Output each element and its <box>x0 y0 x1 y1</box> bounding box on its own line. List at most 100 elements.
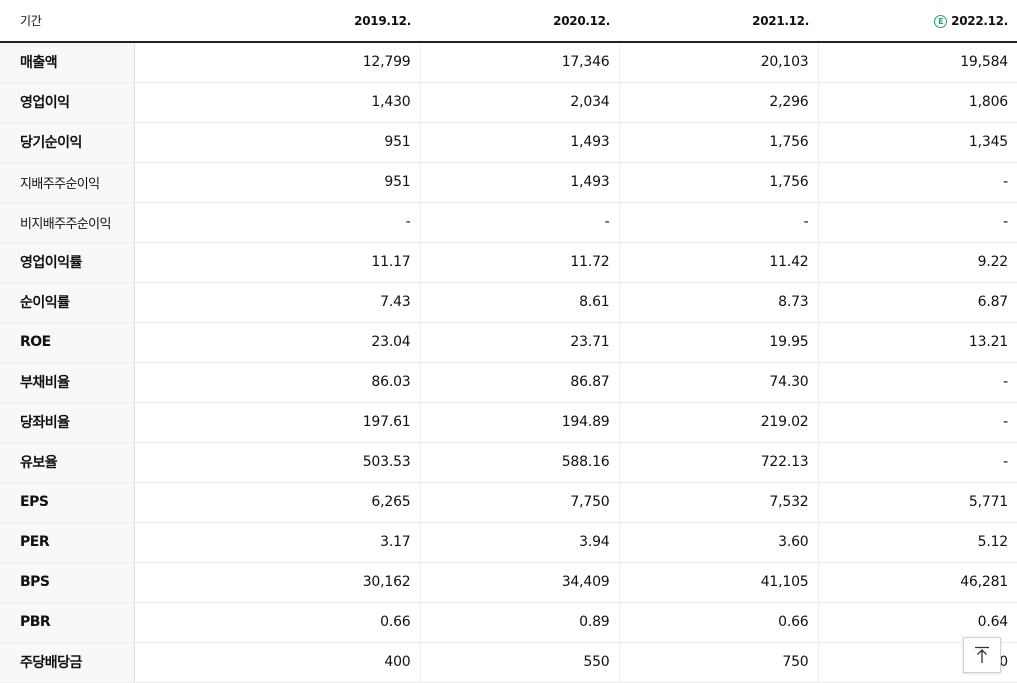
cell-value: 11.42 <box>618 241 818 283</box>
row-label: 당기순이익 <box>0 122 135 163</box>
cell-value: 23.04 <box>134 322 420 363</box>
table-row: 비지배주주순이익 - - - - <box>0 202 1017 243</box>
row-label: PBR <box>0 602 135 643</box>
row-label: EPS <box>0 481 135 523</box>
table-row: 주당배당금 400 550 750 0 <box>0 641 1017 683</box>
arrow-up-to-line-icon <box>975 646 989 663</box>
table-row: 부채비율 86.03 86.87 74.30 - <box>0 361 1017 403</box>
cell-value: 0.89 <box>419 602 619 643</box>
cell-value: 74.30 <box>618 361 818 403</box>
cell-value: 30,162 <box>134 562 420 603</box>
cell-value: 2,034 <box>419 82 619 123</box>
row-label: 매출액 <box>0 42 135 83</box>
cell-value: 2,296 <box>618 82 818 123</box>
year-header-2021: 2021.12. <box>619 0 818 43</box>
row-label: 순이익률 <box>0 282 135 323</box>
cell-value: 13.21 <box>817 322 1017 363</box>
cell-value: - <box>817 402 1017 443</box>
cell-value: 17,346 <box>419 42 619 83</box>
cell-value: 8.73 <box>618 282 818 323</box>
cell-value: 400 <box>134 641 420 683</box>
cell-value: 1,493 <box>419 162 619 203</box>
scroll-to-top-button[interactable] <box>963 637 1001 673</box>
cell-value: 0.66 <box>618 602 818 643</box>
cell-value: 5,771 <box>817 481 1017 523</box>
cell-value: 19,584 <box>817 42 1017 83</box>
table-body: 매출액 12,799 17,346 20,103 19,584 영업이익 1,4… <box>0 42 1017 683</box>
cell-value: 86.87 <box>419 361 619 403</box>
cell-value: 41,105 <box>618 562 818 603</box>
row-label: 부채비율 <box>0 361 135 403</box>
year-header-2022-estimate: E 2022.12. <box>818 0 1017 43</box>
cell-value: 1,430 <box>134 82 420 123</box>
cell-value: 3.17 <box>134 522 420 563</box>
year-header-2019: 2019.12. <box>134 0 420 43</box>
year-header-2020: 2020.12. <box>420 0 619 43</box>
cell-value: - <box>134 202 420 243</box>
cell-value: 588.16 <box>419 442 619 483</box>
cell-value: 3.60 <box>618 522 818 563</box>
year-header-2022-label: 2022.12. <box>951 13 1008 28</box>
cell-value: - <box>817 202 1017 243</box>
table-row: 순이익률 7.43 8.61 8.73 6.87 <box>0 282 1017 323</box>
cell-value: 86.03 <box>134 361 420 403</box>
table-row: 지배주주순이익 951 1,493 1,756 - <box>0 162 1017 203</box>
row-label: 영업이익 <box>0 82 135 123</box>
cell-value: 7.43 <box>134 282 420 323</box>
cell-value: 9.22 <box>817 241 1017 283</box>
cell-value: 1,756 <box>618 122 818 163</box>
cell-value: - <box>817 361 1017 403</box>
cell-value: 503.53 <box>134 442 420 483</box>
table-row: PBR 0.66 0.89 0.66 0.64 <box>0 602 1017 643</box>
cell-value: 34,409 <box>419 562 619 603</box>
table-row: BPS 30,162 34,409 41,105 46,281 <box>0 562 1017 603</box>
cell-value: - <box>618 202 818 243</box>
cell-value: 197.61 <box>134 402 420 443</box>
cell-value: 23.71 <box>419 322 619 363</box>
cell-value: 11.72 <box>419 241 619 283</box>
table-row: 영업이익 1,430 2,034 2,296 1,806 <box>0 82 1017 123</box>
cell-value: 1,345 <box>817 122 1017 163</box>
table-row: 당좌비율 197.61 194.89 219.02 - <box>0 402 1017 443</box>
table-row: PER 3.17 3.94 3.60 5.12 <box>0 522 1017 563</box>
row-label: 영업이익률 <box>0 241 135 283</box>
cell-value: 0.64 <box>817 602 1017 643</box>
cell-value: 19.95 <box>618 322 818 363</box>
row-label: ROE <box>0 322 135 363</box>
table-row: 당기순이익 951 1,493 1,756 1,345 <box>0 122 1017 163</box>
period-header: 기간 <box>0 0 134 43</box>
table-header: 기간 2019.12. 2020.12. 2021.12. E 2022.12. <box>0 0 1017 43</box>
row-label: 비지배주주순이익 <box>0 202 135 243</box>
cell-value: 20,103 <box>618 42 818 83</box>
cell-value: 1,493 <box>419 122 619 163</box>
cell-value: 194.89 <box>419 402 619 443</box>
row-label: 당좌비율 <box>0 402 135 443</box>
cell-value: 8.61 <box>419 282 619 323</box>
table-row: 매출액 12,799 17,346 20,103 19,584 <box>0 42 1017 83</box>
cell-value: 11.17 <box>134 241 420 283</box>
cell-value: 7,750 <box>419 481 619 523</box>
cell-value: 46,281 <box>817 562 1017 603</box>
cell-value: 550 <box>419 641 619 683</box>
cell-value: 750 <box>618 641 818 683</box>
row-label: PER <box>0 522 135 563</box>
cell-value: 7,532 <box>618 481 818 523</box>
row-label: BPS <box>0 562 135 603</box>
cell-value: 6,265 <box>134 481 420 523</box>
table-row: 영업이익률 11.17 11.72 11.42 9.22 <box>0 241 1017 283</box>
cell-value: 722.13 <box>618 442 818 483</box>
table-row: EPS 6,265 7,750 7,532 5,771 <box>0 481 1017 523</box>
table-row: 유보율 503.53 588.16 722.13 - <box>0 442 1017 483</box>
row-label: 유보율 <box>0 442 135 483</box>
cell-value: 1,806 <box>817 82 1017 123</box>
cell-value: 0.66 <box>134 602 420 643</box>
cell-value: - <box>419 202 619 243</box>
row-label: 주당배당금 <box>0 641 135 683</box>
estimate-icon: E <box>934 14 948 28</box>
cell-value: 5.12 <box>817 522 1017 563</box>
cell-value: 12,799 <box>134 42 420 83</box>
cell-value: 951 <box>134 122 420 163</box>
cell-value: 3.94 <box>419 522 619 563</box>
header-row: 기간 2019.12. 2020.12. 2021.12. E 2022.12. <box>0 0 1017 43</box>
